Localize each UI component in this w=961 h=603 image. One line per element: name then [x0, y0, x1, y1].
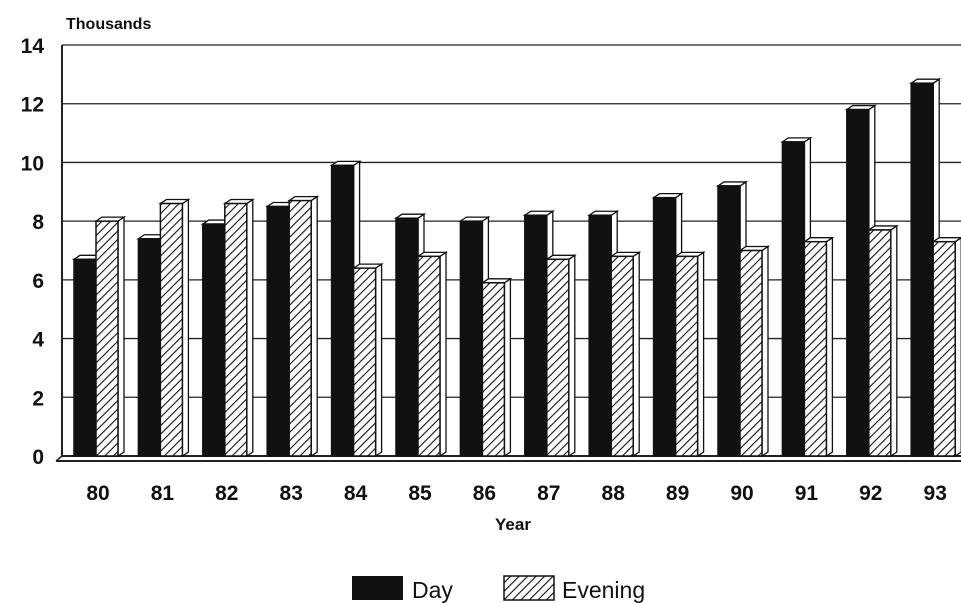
bar-evening-81 — [158, 198, 191, 458]
bar-front — [524, 214, 548, 457]
bar-side — [181, 198, 190, 458]
x-tick-label: 91 — [795, 482, 819, 505]
bar-front — [202, 223, 226, 457]
y-tick-label: 4 — [32, 329, 44, 352]
bar-side — [761, 245, 769, 458]
x-tick-label: 88 — [602, 482, 626, 505]
y-tick-label: 0 — [32, 446, 44, 469]
y-tick-labels: 0 2 4 6 8 10 12 14 — [21, 35, 45, 469]
x-tick-label: 93 — [924, 482, 947, 505]
x-tick-label: 92 — [859, 482, 882, 505]
bar-front — [652, 196, 677, 457]
bar-side — [246, 198, 254, 458]
legend: Day Evening — [352, 575, 645, 603]
y-tick-label: 6 — [32, 270, 44, 293]
x-tick-label: 82 — [215, 482, 238, 505]
bar-front — [481, 282, 506, 457]
bar-front — [868, 229, 892, 457]
bar-side — [117, 215, 125, 458]
y-tick-label: 8 — [32, 211, 44, 234]
bar-front — [352, 267, 377, 457]
bar-front — [266, 205, 290, 457]
bar-front — [546, 258, 570, 457]
x-tick-label: 81 — [151, 482, 175, 505]
bar-front — [73, 258, 97, 457]
bar-front — [588, 214, 612, 457]
bar-front — [459, 220, 484, 457]
bar-evening-85 — [415, 251, 449, 458]
bar-side — [632, 251, 640, 458]
bar-side — [374, 262, 383, 458]
bar-evening-86 — [480, 277, 513, 458]
bar-evening-89 — [673, 251, 706, 458]
bar-front — [932, 240, 956, 457]
bars — [71, 77, 961, 458]
bar-evening-92 — [866, 224, 899, 458]
bar-front — [330, 164, 355, 457]
bar-front — [674, 255, 699, 457]
bar-side — [825, 236, 834, 458]
x-tick-label: 83 — [280, 482, 303, 505]
y-tick-label: 10 — [21, 152, 44, 175]
bar-evening-88 — [609, 251, 642, 458]
bar-side — [310, 195, 318, 458]
bar-evening-93 — [931, 237, 961, 458]
x-tick-labels: 80 81 82 83 84 85 86 87 88 89 90 91 92 93 — [86, 482, 947, 505]
bar-front — [717, 185, 741, 457]
bar-evening-83 — [287, 195, 320, 458]
bar-evening-80 — [93, 215, 127, 458]
legend-label-day: Day — [412, 577, 453, 603]
y-tick-label: 12 — [21, 94, 44, 117]
x-tick-label: 84 — [344, 482, 368, 505]
bar-front — [781, 141, 806, 457]
bar-evening-87 — [544, 254, 577, 458]
legend-label-evening: Evening — [562, 577, 645, 603]
x-tick-label: 85 — [408, 482, 432, 505]
bar-front — [159, 202, 184, 457]
bar-front — [95, 220, 119, 457]
floor-edge — [55, 455, 63, 462]
bar-side — [568, 254, 576, 458]
legend-swatch-evening — [503, 575, 555, 601]
x-tick-label: 87 — [537, 482, 560, 505]
bar-front — [846, 108, 870, 457]
bar-evening-84 — [351, 262, 384, 458]
bar-front — [910, 82, 934, 457]
bar-front — [417, 255, 441, 457]
bar-front — [137, 238, 162, 457]
bar-front — [803, 240, 828, 457]
bar-side — [696, 251, 705, 458]
bar-side — [439, 251, 447, 458]
y-tick-label: 14 — [21, 35, 45, 58]
bar-side — [890, 224, 898, 458]
bar-front — [739, 249, 763, 457]
bar-side — [954, 237, 961, 458]
x-axis-label: Year — [495, 515, 531, 534]
x-tick-label: 90 — [730, 482, 753, 505]
x-tick-label: 89 — [666, 482, 689, 505]
legend-swatch-day — [352, 576, 403, 600]
y-axis-label: Thousands — [66, 16, 151, 33]
x-tick-label: 80 — [86, 482, 109, 505]
bar-front — [610, 255, 634, 457]
x-tick-label: 86 — [473, 482, 496, 505]
bar-evening-82 — [222, 198, 255, 458]
bar-front — [288, 199, 312, 457]
bar-front — [224, 202, 248, 457]
bar-front — [395, 217, 419, 457]
bar-side — [503, 277, 512, 458]
y-tick-label: 2 — [32, 387, 44, 410]
bar-evening-90 — [737, 245, 771, 458]
bar-evening-91 — [802, 236, 835, 458]
